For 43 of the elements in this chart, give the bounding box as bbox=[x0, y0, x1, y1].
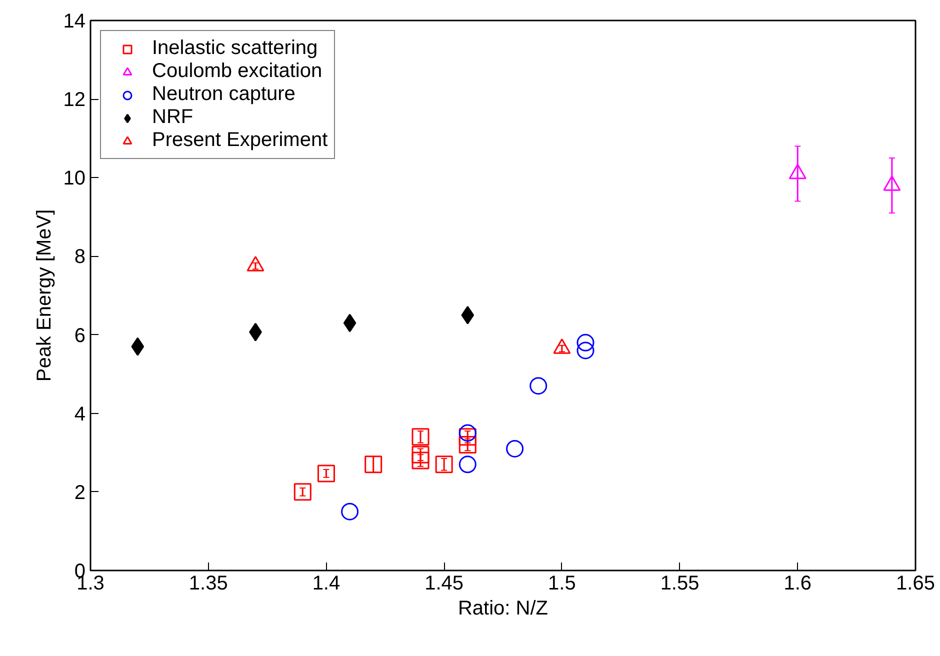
point bbox=[458, 428, 476, 446]
point bbox=[530, 377, 548, 395]
legend-label: Inelastic scattering bbox=[152, 37, 318, 60]
point bbox=[506, 440, 524, 458]
point bbox=[461, 306, 474, 324]
y-tick-label: 6 bbox=[74, 324, 86, 347]
x-axis-title: Ratio: N/Z bbox=[458, 598, 548, 620]
x-tick-label: 1.35 bbox=[188, 572, 228, 594]
point bbox=[883, 176, 901, 191]
point bbox=[364, 456, 382, 474]
legend-label: Present Experiment bbox=[152, 129, 328, 152]
point bbox=[343, 314, 356, 332]
point bbox=[131, 337, 144, 356]
point bbox=[788, 164, 806, 180]
x-tick-label: 1.5 bbox=[548, 572, 576, 594]
legend-label: Neutron capture bbox=[152, 83, 296, 106]
y-tick-label: 14 bbox=[63, 10, 86, 32]
x-tick-label: 1.45 bbox=[424, 572, 464, 594]
point bbox=[412, 428, 430, 446]
y-tick-label: 8 bbox=[74, 246, 86, 268]
x-tick-label: 1.6 bbox=[784, 572, 812, 594]
point bbox=[576, 334, 594, 352]
y-tick-label: 12 bbox=[63, 89, 86, 112]
x-tick-label: 1.55 bbox=[660, 572, 700, 594]
point bbox=[576, 342, 594, 360]
point bbox=[412, 452, 430, 470]
y-axis-title: Peak Energy [MeV] bbox=[33, 209, 56, 382]
point bbox=[458, 424, 476, 442]
x-tick-label: 1.65 bbox=[896, 572, 935, 594]
legend-label: Coulomb excitation bbox=[152, 60, 322, 83]
x-tick-label: 1.4 bbox=[312, 572, 340, 594]
point bbox=[317, 464, 335, 482]
point bbox=[458, 436, 476, 454]
point bbox=[435, 456, 453, 474]
point bbox=[458, 456, 476, 474]
point bbox=[294, 483, 312, 501]
y-tick-label: 2 bbox=[74, 482, 86, 504]
point bbox=[246, 256, 264, 272]
legend-label: NRF bbox=[152, 106, 194, 129]
y-tick-label: 4 bbox=[74, 403, 86, 426]
point bbox=[412, 446, 430, 464]
y-tick-label: 10 bbox=[63, 168, 86, 190]
point bbox=[341, 502, 359, 520]
